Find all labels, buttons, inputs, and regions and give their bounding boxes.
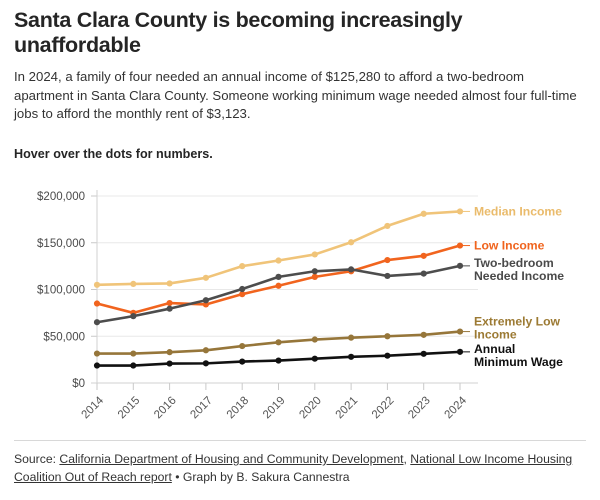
y-axis-tick-label: $0 bbox=[72, 378, 85, 390]
series-label-line2: Minimum Wage bbox=[474, 355, 563, 369]
data-point[interactable] bbox=[384, 256, 391, 264]
data-point[interactable] bbox=[275, 339, 282, 346]
data-point[interactable] bbox=[456, 348, 464, 355]
data-point[interactable] bbox=[311, 273, 318, 280]
data-point[interactable] bbox=[202, 274, 209, 281]
y-axis-tick-label: $150,000 bbox=[37, 238, 85, 250]
data-point[interactable] bbox=[384, 222, 391, 230]
y-axis-tick-label: $200,000 bbox=[37, 191, 85, 203]
data-point[interactable] bbox=[348, 239, 355, 246]
data-point[interactable] bbox=[275, 357, 282, 364]
data-point[interactable] bbox=[275, 282, 282, 289]
data-point[interactable] bbox=[456, 208, 464, 215]
x-axis-tick-label: 2021 bbox=[334, 395, 361, 422]
data-point[interactable] bbox=[275, 273, 282, 280]
data-point[interactable] bbox=[420, 350, 427, 357]
data-point[interactable] bbox=[456, 328, 464, 335]
data-point[interactable] bbox=[166, 280, 173, 287]
data-point[interactable] bbox=[166, 349, 173, 356]
graph-credit: • Graph by B. Sakura Cannestra bbox=[171, 470, 350, 485]
data-point[interactable] bbox=[166, 305, 173, 312]
data-point[interactable] bbox=[348, 266, 355, 273]
y-axis-tick-label: $50,000 bbox=[43, 331, 85, 343]
data-point[interactable] bbox=[166, 299, 173, 307]
y-axis-tick-label: $100,000 bbox=[37, 285, 85, 297]
data-point[interactable] bbox=[202, 297, 209, 304]
data-point[interactable] bbox=[456, 242, 464, 249]
data-point[interactable] bbox=[166, 360, 173, 367]
data-point[interactable] bbox=[130, 280, 137, 287]
data-point[interactable] bbox=[130, 362, 137, 369]
x-axis-tick-label: 2018 bbox=[225, 395, 252, 422]
line-chart[interactable]: $0 $50,000 $100,000 $150,000 $200,000 2014 201… bbox=[0, 172, 600, 434]
data-point[interactable] bbox=[384, 272, 391, 280]
x-axis-tick-label: 2015 bbox=[116, 395, 143, 422]
standfirst-text: In 2024, a family of four needed an annu… bbox=[14, 69, 577, 122]
data-point[interactable] bbox=[239, 263, 246, 270]
data-point[interactable] bbox=[239, 285, 246, 293]
data-point[interactable] bbox=[420, 210, 427, 217]
data-point[interactable] bbox=[239, 358, 246, 365]
source-comma: , bbox=[403, 452, 411, 466]
series-label-line2: Needed Income bbox=[474, 269, 564, 283]
hover-instruction: Hover over the dots for numbers. bbox=[14, 147, 213, 161]
data-point[interactable] bbox=[384, 333, 391, 340]
x-axis-tick-label: 2024 bbox=[443, 394, 470, 421]
data-point[interactable] bbox=[456, 262, 464, 269]
data-point[interactable] bbox=[348, 353, 355, 360]
data-point[interactable] bbox=[130, 313, 137, 320]
series-label: Median Income bbox=[474, 204, 562, 218]
series-label-line1: Two-bedroom bbox=[474, 256, 554, 270]
series-label-line1: Median Income bbox=[474, 204, 562, 218]
data-point[interactable] bbox=[202, 360, 209, 367]
data-point[interactable] bbox=[130, 350, 137, 357]
data-point[interactable] bbox=[420, 331, 427, 338]
data-point[interactable] bbox=[93, 350, 101, 357]
source-link-nlihc[interactable]: National Low Income Housing Coalition Ou… bbox=[14, 452, 573, 485]
source-prefix: Source: bbox=[14, 452, 60, 466]
x-axis-tick-label: 2019 bbox=[261, 395, 288, 422]
footer-divider bbox=[14, 440, 586, 441]
data-point[interactable] bbox=[93, 281, 101, 288]
series-label-line1: Low Income bbox=[474, 239, 545, 253]
data-point[interactable] bbox=[93, 300, 101, 307]
page-title: Santa Clara County is becoming increasin… bbox=[14, 8, 463, 58]
source-credit: Source: California Department of Housing… bbox=[14, 450, 592, 487]
x-axis-tick-label: 2014 bbox=[80, 394, 107, 421]
data-point[interactable] bbox=[239, 342, 246, 350]
series-label-line1: Extremely Low bbox=[474, 315, 561, 329]
series-label: Low Income bbox=[474, 239, 545, 253]
chart-svg: $0 $50,000 $100,000 $150,000 $200,000 2014 201… bbox=[37, 190, 564, 422]
data-point[interactable] bbox=[348, 334, 355, 341]
data-point[interactable] bbox=[384, 352, 391, 359]
data-point[interactable] bbox=[93, 362, 101, 369]
x-axis-tick-label: 2016 bbox=[152, 395, 179, 422]
source-link-hcd[interactable]: California Department of Housing and Com… bbox=[59, 452, 404, 466]
series-label-line1: Annual bbox=[474, 342, 515, 356]
data-point[interactable] bbox=[275, 257, 282, 264]
data-point[interactable] bbox=[311, 268, 318, 275]
data-point[interactable] bbox=[93, 319, 101, 326]
data-point[interactable] bbox=[202, 347, 209, 354]
data-point[interactable] bbox=[420, 252, 427, 259]
x-axis-tick-label: 2020 bbox=[297, 395, 324, 422]
data-point[interactable] bbox=[311, 251, 318, 258]
data-point[interactable] bbox=[239, 291, 246, 298]
x-axis-tick-label: 2017 bbox=[188, 395, 215, 422]
data-point[interactable] bbox=[311, 336, 318, 343]
data-point[interactable] bbox=[420, 270, 427, 277]
x-axis-tick-label: 2022 bbox=[370, 395, 397, 422]
x-axis-tick-label: 2023 bbox=[406, 395, 433, 422]
data-point[interactable] bbox=[311, 355, 318, 362]
series-label-line2: Income bbox=[474, 328, 517, 342]
